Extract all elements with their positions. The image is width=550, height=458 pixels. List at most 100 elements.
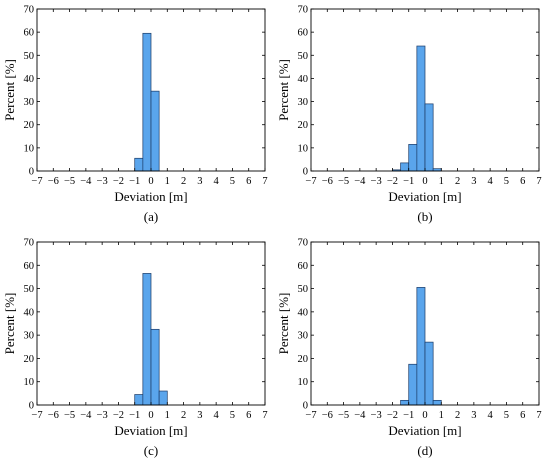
x-tick-label: −6 bbox=[322, 410, 333, 421]
x-tick-label: −1 bbox=[129, 410, 140, 421]
x-tick-label: 0 bbox=[148, 176, 153, 187]
x-tick-label: −6 bbox=[322, 176, 333, 187]
bar bbox=[158, 390, 168, 406]
x-tick-label: −4 bbox=[80, 410, 92, 421]
bar bbox=[424, 341, 434, 406]
x-tick-label: 2 bbox=[181, 176, 186, 187]
x-tick-label: 4 bbox=[488, 410, 494, 421]
x-tick-label: 4 bbox=[214, 176, 220, 187]
x-axis-label: Deviation [m] bbox=[388, 423, 461, 438]
panel-caption: (b) bbox=[417, 209, 432, 224]
x-tick-label: 5 bbox=[504, 176, 509, 187]
x-tick-label: −2 bbox=[387, 176, 398, 187]
y-tick-label: 10 bbox=[298, 377, 309, 388]
y-axis-label: Percent [%] bbox=[276, 59, 291, 121]
x-tick-label: 4 bbox=[214, 410, 220, 421]
panel-1: −7 −6 −5 −4 −3 −2 −1 0 1 2 3 4 5 6 7010203040506070Dev… bbox=[2, 5, 268, 225]
y-tick-label: 10 bbox=[24, 143, 35, 154]
bar bbox=[408, 144, 418, 172]
x-tick-label: 1 bbox=[165, 176, 170, 187]
x-tick-label: −5 bbox=[64, 176, 75, 187]
bar bbox=[424, 103, 434, 172]
panel-caption: (d) bbox=[417, 443, 432, 458]
y-tick-label: 0 bbox=[29, 401, 34, 412]
x-tick-label: 2 bbox=[455, 176, 460, 187]
x-tick-label: 7 bbox=[262, 410, 267, 421]
x-tick-label: 2 bbox=[181, 410, 186, 421]
bar bbox=[416, 287, 426, 406]
x-tick-label: 1 bbox=[439, 410, 444, 421]
y-tick-label: 20 bbox=[298, 120, 309, 131]
y-axis-label: Percent [%] bbox=[276, 293, 291, 355]
panel-4: −7 −6 −5 −4 −3 −2 −1 0 1 2 3 4 5 6 7010203040506070Dev… bbox=[276, 238, 542, 458]
x-tick-label: −1 bbox=[403, 410, 414, 421]
x-tick-label: −4 bbox=[354, 410, 366, 421]
x-tick-label: −7 bbox=[31, 176, 42, 187]
x-tick-label: 6 bbox=[246, 410, 251, 421]
bar bbox=[416, 45, 426, 172]
x-tick-label: 5 bbox=[230, 410, 235, 421]
y-tick-label: 40 bbox=[298, 307, 309, 318]
panel-3: −7 −6 −5 −4 −3 −2 −1 0 1 2 3 4 5 6 7010203040506070Dev… bbox=[2, 238, 268, 458]
y-tick-label: 60 bbox=[24, 261, 35, 272]
y-tick-label: 30 bbox=[298, 331, 309, 342]
x-tick-label: 1 bbox=[165, 410, 170, 421]
y-tick-label: 50 bbox=[24, 51, 35, 62]
x-tick-label: −7 bbox=[31, 410, 42, 421]
x-tick-label: 7 bbox=[536, 176, 541, 187]
y-tick-label: 30 bbox=[24, 331, 35, 342]
y-tick-label: 70 bbox=[298, 238, 309, 249]
x-tick-label: 6 bbox=[520, 176, 525, 187]
y-axis-label: Percent [%] bbox=[2, 293, 17, 355]
x-tick-label: 3 bbox=[197, 176, 202, 187]
x-tick-label: −3 bbox=[371, 176, 382, 187]
x-tick-label: 2 bbox=[455, 410, 460, 421]
x-tick-label: −5 bbox=[338, 176, 349, 187]
y-tick-label: 0 bbox=[303, 401, 308, 412]
x-tick-label: 7 bbox=[536, 410, 541, 421]
x-tick-label: −7 bbox=[305, 410, 316, 421]
x-tick-label: 0 bbox=[422, 176, 427, 187]
x-tick-label: 7 bbox=[262, 176, 267, 187]
y-tick-label: 10 bbox=[298, 143, 309, 154]
x-tick-label: −3 bbox=[97, 410, 108, 421]
y-tick-label: 50 bbox=[298, 51, 309, 62]
y-tick-label: 30 bbox=[24, 97, 35, 108]
x-tick-label: 1 bbox=[439, 176, 444, 187]
x-axis-label: Deviation [m] bbox=[388, 189, 461, 204]
x-tick-label: −2 bbox=[113, 176, 124, 187]
x-axis-label: Deviation [m] bbox=[114, 423, 187, 438]
panel-caption: (a) bbox=[144, 209, 158, 224]
bar bbox=[142, 32, 152, 172]
y-tick-label: 0 bbox=[303, 167, 308, 178]
x-tick-label: −5 bbox=[338, 410, 349, 421]
y-tick-label: 50 bbox=[24, 284, 35, 295]
y-tick-label: 40 bbox=[24, 307, 35, 318]
y-tick-label: 60 bbox=[24, 28, 35, 39]
x-tick-label: −4 bbox=[80, 176, 92, 187]
y-tick-label: 50 bbox=[298, 284, 309, 295]
y-tick-label: 10 bbox=[24, 377, 35, 388]
x-tick-label: −2 bbox=[113, 410, 124, 421]
y-tick-label: 70 bbox=[298, 5, 309, 16]
y-tick-label: 70 bbox=[24, 5, 35, 16]
y-tick-label: 20 bbox=[24, 354, 35, 365]
bar bbox=[408, 363, 418, 406]
y-tick-label: 40 bbox=[298, 74, 309, 85]
y-tick-label: 60 bbox=[298, 28, 309, 39]
y-tick-label: 20 bbox=[24, 120, 35, 131]
x-tick-label: 0 bbox=[422, 410, 427, 421]
x-tick-label: 5 bbox=[230, 176, 235, 187]
bar bbox=[400, 399, 410, 406]
bar bbox=[150, 328, 160, 406]
y-tick-label: 0 bbox=[29, 167, 34, 178]
x-tick-label: −3 bbox=[97, 176, 108, 187]
x-tick-label: −2 bbox=[387, 410, 398, 421]
x-tick-label: −6 bbox=[48, 410, 59, 421]
bar bbox=[134, 157, 144, 172]
y-tick-label: 60 bbox=[298, 261, 309, 272]
x-tick-label: 3 bbox=[197, 410, 202, 421]
x-tick-label: 6 bbox=[520, 410, 525, 421]
y-axis-label: Percent [%] bbox=[2, 59, 17, 121]
